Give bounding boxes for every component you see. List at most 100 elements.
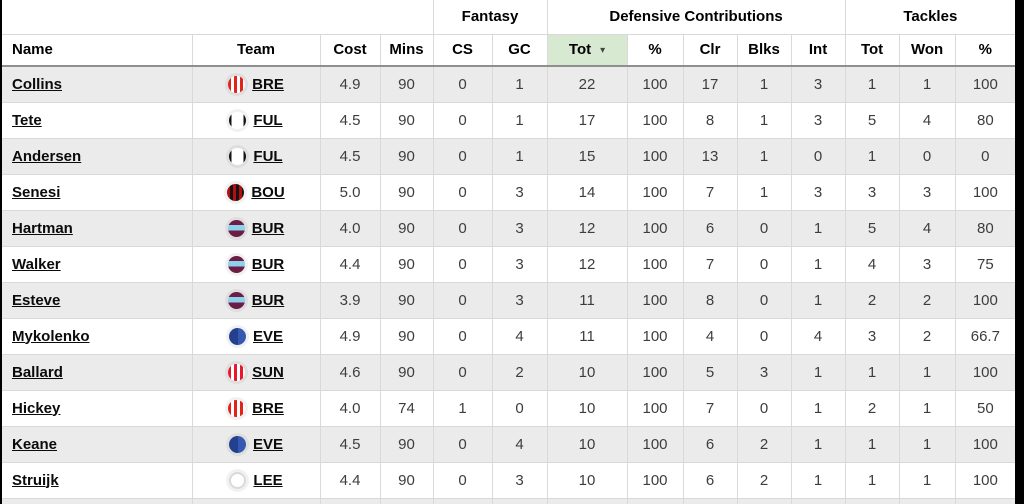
team-badge-bre-icon: [228, 399, 246, 417]
cell-cost: 4.5: [319, 102, 380, 139]
column-header-cost-2[interactable]: Cost: [319, 34, 380, 67]
column-header-label: CS: [452, 41, 473, 59]
cell-tk_tot: 2: [844, 390, 900, 427]
column-group-spacer: [2, 0, 433, 35]
table-row: Walker BUR 4.4 90 0 3 12 100 7 0 1 4 3 75: [2, 246, 1016, 283]
cell-cs: 0: [432, 66, 492, 103]
cell-team: BUR: [191, 210, 320, 247]
cell-name: Keane: [2, 426, 192, 463]
player-link[interactable]: Mykolenko: [12, 327, 90, 345]
cell-mins: 90: [379, 426, 433, 463]
player-link[interactable]: Tete: [12, 111, 42, 129]
cell-tk_tot: 1: [844, 426, 900, 463]
column-header-clr-8[interactable]: Clr: [682, 34, 738, 67]
player-link[interactable]: Collins: [12, 75, 63, 93]
player-link[interactable]: Ballard: [12, 363, 63, 381]
column-header-label: Int: [808, 41, 828, 59]
player-link[interactable]: Senesi: [12, 183, 61, 201]
cell-mins: 90: [379, 462, 433, 499]
cell-team: FUL: [191, 138, 320, 175]
cell-name: Mykolenko: [2, 318, 192, 355]
player-link[interactable]: Andersen: [12, 147, 82, 165]
sort-dropdown-icon[interactable]: ▾: [600, 45, 606, 57]
cell-mins: 90: [379, 354, 433, 391]
cell-dc_tot: 11: [546, 318, 628, 355]
cell-gc: 0: [491, 390, 548, 427]
cell-clr: 7: [682, 390, 738, 427]
column-header-team-1[interactable]: Team: [191, 34, 320, 67]
column-header-label: Blks: [748, 41, 780, 59]
cell-cost: 5.0: [319, 174, 380, 211]
cell-won: 2: [898, 282, 956, 319]
team-link[interactable]: FUL: [253, 147, 283, 165]
cell-cost: 4.9: [319, 66, 380, 103]
table-row: Esteve BUR 3.9 90 0 3 11 100 8 0 1 2 2 100: [2, 282, 1016, 319]
cell-cs: 0: [432, 246, 492, 283]
team-link[interactable]: FUL: [253, 111, 283, 129]
cell-team: EVE: [191, 318, 320, 355]
team-badge-ful-icon: [229, 147, 247, 165]
cell-won: 3: [898, 174, 956, 211]
team-link[interactable]: BUR: [251, 219, 285, 237]
cell-cost: 4.0: [319, 390, 380, 427]
team-badge-sun-icon: [228, 363, 246, 381]
player-link[interactable]: Keane: [12, 435, 58, 453]
cell-gc: 3: [491, 462, 548, 499]
column-header-blks-9[interactable]: Blks: [736, 34, 792, 67]
cell-gc: 1: [491, 66, 548, 103]
cell-won: 4: [898, 210, 956, 247]
player-link[interactable]: Hickey: [12, 399, 61, 417]
team-link[interactable]: BUR: [251, 291, 285, 309]
column-header-name-0[interactable]: Name: [2, 34, 192, 67]
cell-mins: 90: [379, 282, 433, 319]
column-header-label: Won: [910, 41, 944, 59]
player-link[interactable]: Walker: [12, 255, 61, 273]
cell-gc: 4: [491, 426, 548, 463]
team-link[interactable]: LEE: [253, 471, 283, 489]
player-link[interactable]: Struijk: [12, 471, 59, 489]
column-header-won-12[interactable]: Won: [898, 34, 956, 67]
column-header-mins-3[interactable]: Mins: [379, 34, 433, 67]
column-header-tot-11[interactable]: Tot: [844, 34, 900, 67]
column-header-cs-4[interactable]: CS: [432, 34, 492, 67]
cell-cs: 0: [432, 426, 492, 463]
cell-clr: 8: [682, 282, 738, 319]
column-header-int-10[interactable]: Int: [790, 34, 846, 67]
cell-blks: 2: [736, 426, 792, 463]
column-header-pct-7[interactable]: %: [626, 34, 684, 67]
cell-name: Ballard: [2, 354, 192, 391]
player-link[interactable]: Esteve: [12, 291, 61, 309]
cell-blks: 0: [736, 210, 792, 247]
column-header-label: Tot: [860, 41, 884, 59]
cell-tk_tot: 1: [844, 138, 900, 175]
cell-dc_pct: 100: [626, 210, 684, 247]
column-header-label: Team: [236, 41, 276, 59]
team-link[interactable]: EVE: [252, 327, 283, 345]
cell-cs: 0: [432, 210, 492, 247]
cell-cs: 0: [432, 174, 492, 211]
cell-dc_tot: 10: [546, 354, 628, 391]
column-header-gc-5[interactable]: GC: [491, 34, 548, 67]
team-link[interactable]: BOU: [251, 183, 285, 201]
team-link[interactable]: SUN: [252, 363, 284, 381]
team-badge-eve-icon: [228, 327, 246, 345]
team-link[interactable]: BRE: [252, 399, 284, 417]
column-header-tot-6[interactable]: Tot ▾: [546, 34, 628, 67]
cell-gc: 1: [491, 102, 548, 139]
cell-tk_pct: 80: [954, 102, 1016, 139]
column-header-pct-13[interactable]: %: [954, 34, 1016, 67]
cell-team: SUN: [191, 354, 320, 391]
cell-empty: [626, 498, 684, 504]
cell-tk_pct: 66.7: [954, 318, 1016, 355]
team-link[interactable]: EVE: [252, 435, 283, 453]
cell-won: 1: [898, 462, 956, 499]
team-link[interactable]: BRE: [252, 75, 284, 93]
team-link[interactable]: BUR: [251, 255, 285, 273]
cell-gc: 2: [491, 354, 548, 391]
cell-clr: 5: [682, 354, 738, 391]
cell-int: 1: [790, 426, 846, 463]
cell-dc_tot: 10: [546, 462, 628, 499]
team-badge-lee-icon: [229, 471, 247, 489]
player-link[interactable]: Hartman: [12, 219, 73, 237]
